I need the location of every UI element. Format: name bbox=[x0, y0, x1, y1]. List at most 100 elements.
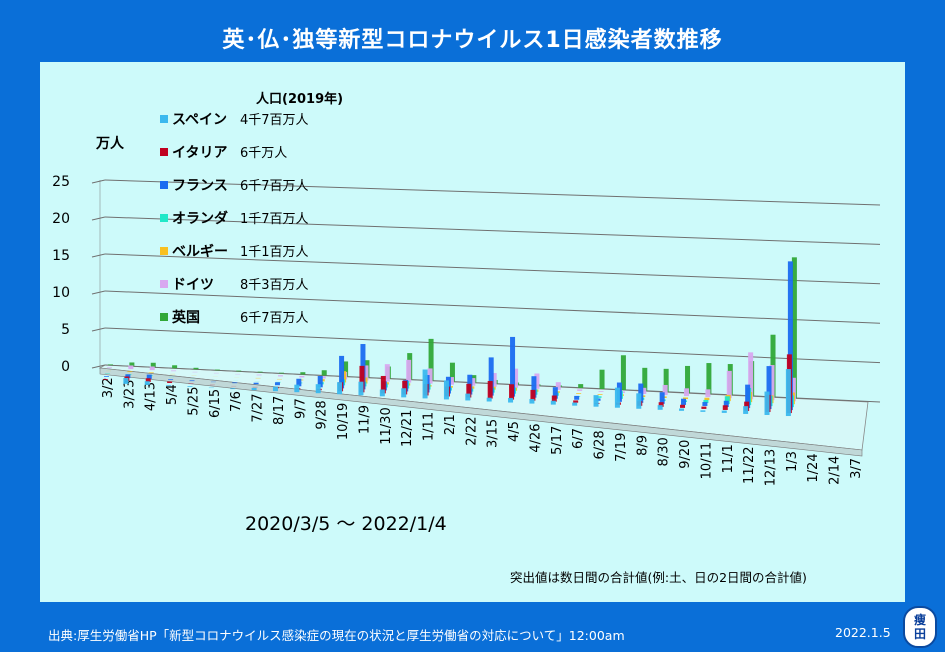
x-tick-label: 2/1 bbox=[443, 414, 458, 435]
bar-5-31 bbox=[769, 365, 775, 401]
bar-0-30 bbox=[743, 406, 749, 414]
bar-5-2 bbox=[149, 366, 155, 371]
bar-1-19 bbox=[509, 384, 515, 400]
bar-0-18 bbox=[486, 397, 492, 402]
x-tick-label: 4/13 bbox=[144, 382, 159, 411]
bar-5-29 bbox=[726, 370, 732, 399]
logo-char-1: 痩 bbox=[913, 613, 926, 627]
legend-label-3: オランダ bbox=[172, 210, 228, 227]
y-tick-label: 25 bbox=[52, 174, 70, 190]
bar-2-25 bbox=[638, 383, 644, 403]
bar-0-13 bbox=[379, 389, 385, 397]
x-tick-label: 5/4 bbox=[165, 384, 180, 405]
bar-0-20 bbox=[529, 398, 535, 404]
bar-6-32 bbox=[791, 257, 797, 399]
bar-1-20 bbox=[530, 389, 536, 401]
x-tick-label: 5/17 bbox=[550, 426, 565, 455]
bar-5-17 bbox=[470, 378, 476, 386]
bar-0-22 bbox=[572, 402, 578, 406]
legend-swatch-5 bbox=[160, 280, 168, 288]
x-tick-label: 12/21 bbox=[400, 410, 415, 447]
x-tick-label: 7/19 bbox=[614, 433, 629, 462]
bar-2-9 bbox=[296, 378, 302, 387]
bar-6-1 bbox=[129, 362, 135, 367]
bar-2-11 bbox=[339, 355, 345, 389]
bar-0-21 bbox=[550, 400, 556, 405]
bar-0-28 bbox=[700, 410, 706, 412]
bar-0-24 bbox=[614, 387, 620, 408]
y-unit-label: 万人 bbox=[95, 135, 125, 152]
bar-2-31 bbox=[766, 366, 772, 410]
bar-3-29 bbox=[724, 396, 730, 405]
bar-2-10 bbox=[317, 376, 323, 388]
legend-swatch-4 bbox=[160, 247, 168, 255]
x-tick-label: 11/30 bbox=[379, 407, 394, 444]
legend-population-3: 1千7百万人 bbox=[240, 212, 309, 227]
bar-5-27 bbox=[684, 388, 690, 397]
bar-0-6 bbox=[230, 388, 236, 390]
bar-1-26 bbox=[658, 402, 664, 407]
bar-5-3 bbox=[171, 370, 177, 372]
bar-5-14 bbox=[406, 359, 412, 383]
bar-6-4 bbox=[193, 367, 199, 370]
bar-0-2 bbox=[144, 381, 150, 385]
date-range: 2020/3/5 ～ 2022/1/4 bbox=[245, 513, 447, 535]
bar-5-18 bbox=[491, 372, 497, 387]
bar-5-13 bbox=[384, 364, 390, 382]
author-logo: 痩 田 bbox=[903, 606, 937, 648]
bar-0-25 bbox=[636, 393, 642, 409]
bar-2-22 bbox=[574, 395, 580, 400]
bar-5-9 bbox=[299, 375, 305, 378]
bar-1-22 bbox=[573, 400, 579, 403]
bar-2-29 bbox=[723, 400, 729, 408]
bar-5-28 bbox=[705, 389, 711, 398]
bar-5-16 bbox=[448, 377, 454, 385]
bar-2-28 bbox=[702, 402, 708, 406]
logo-char-2: 田 bbox=[913, 627, 926, 641]
legend-label-1: イタリア bbox=[172, 145, 227, 161]
gridline-side bbox=[91, 290, 106, 295]
legend-header: 人口(2019年) bbox=[256, 91, 343, 107]
bar-5-10 bbox=[320, 376, 326, 379]
x-tick-label: 4/26 bbox=[528, 423, 543, 452]
bar-5-12 bbox=[363, 365, 369, 381]
bar-1-3 bbox=[167, 381, 173, 384]
gridline-side bbox=[91, 364, 106, 369]
x-tick-label: 2/22 bbox=[464, 416, 479, 445]
x-tick-label: 6/7 bbox=[571, 428, 586, 449]
bar-6-5 bbox=[214, 369, 220, 371]
bar-0-12 bbox=[358, 381, 364, 396]
bar-6-9 bbox=[300, 372, 306, 375]
bar-0-14 bbox=[401, 388, 407, 398]
gridline-side bbox=[91, 253, 106, 258]
legend-swatch-0 bbox=[160, 115, 168, 123]
x-tick-label: 3/2 bbox=[101, 377, 116, 398]
bar-6-16 bbox=[449, 362, 455, 382]
legend-label-0: スペイン bbox=[172, 112, 227, 128]
bar-2-7 bbox=[253, 382, 259, 385]
gridline-side bbox=[91, 327, 106, 332]
bar-4-2 bbox=[148, 372, 154, 374]
bar-2-6 bbox=[232, 382, 238, 384]
bar-0-15 bbox=[422, 369, 428, 399]
bar-5-22 bbox=[577, 389, 583, 391]
bar-5-21 bbox=[555, 382, 561, 390]
bar-2-32 bbox=[787, 261, 793, 411]
bar-1-12 bbox=[359, 365, 365, 393]
bar-6-2 bbox=[150, 362, 156, 368]
gridline bbox=[104, 253, 881, 285]
bar-4-27 bbox=[683, 397, 689, 400]
bar-6-11 bbox=[343, 361, 349, 377]
bar-4-28 bbox=[704, 397, 710, 401]
bar-5-25 bbox=[641, 387, 647, 395]
x-tick-label: 9/7 bbox=[293, 398, 308, 419]
x-tick-label: 3/23 bbox=[122, 380, 137, 409]
bar-0-11 bbox=[337, 382, 343, 395]
source-note: 出典:厚生労働省HP「新型コロナウイルス感染症の現在の状況と厚生労働省の対応につ… bbox=[48, 628, 625, 643]
legend-population-1: 6千万人 bbox=[240, 146, 287, 161]
bar-5-19 bbox=[513, 368, 519, 388]
x-tick-label: 7/27 bbox=[251, 393, 266, 422]
bar-2-26 bbox=[659, 392, 665, 404]
x-tick-label: 2/14 bbox=[828, 456, 843, 485]
